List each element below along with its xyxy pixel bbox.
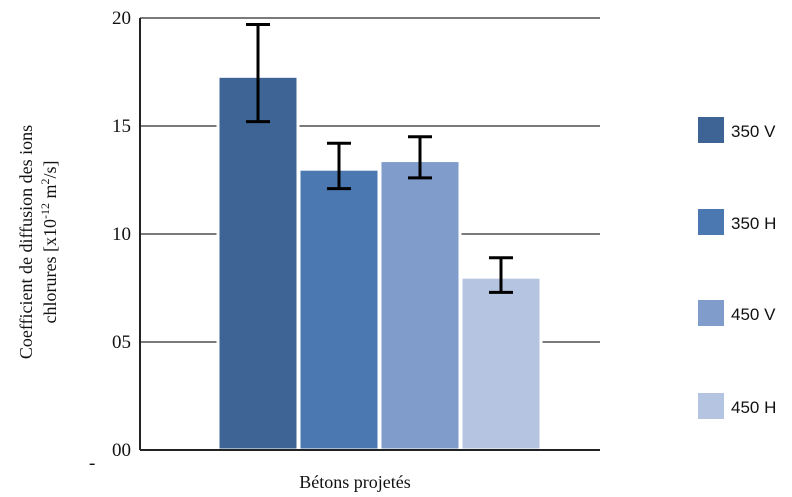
legend-label: 450 V [731,305,776,324]
y-tick-label: 20 [112,8,131,29]
error-bar [327,141,351,191]
legend: 350 V 350 H 450 V 450 H [698,117,776,419]
y-tick-labels: 00 05 10 15 20 [112,8,131,461]
legend-label: 350 V [731,122,776,141]
bar [297,167,381,452]
legend-entry: 350 V [698,117,776,143]
legend-label: 450 H [731,398,776,417]
error-bar [408,135,432,180]
legend-entry: 450 V [698,300,776,326]
legend-entry: 450 H [698,393,776,419]
y-axis-title-line2: chlorures [x10-12 m2/s] [38,161,60,324]
error-bar [246,22,270,124]
y-tick-label: 10 [112,224,131,245]
y-axis-title: Coefficient de diffusion des ions chloru… [16,125,60,359]
bars [216,74,543,452]
y-tick-label: 15 [112,116,131,137]
bar [216,74,300,452]
legend-label: 350 H [731,214,776,233]
error-bar [489,256,513,294]
legend-swatch [698,209,724,235]
legend-swatch [698,300,724,326]
y-tick-label: 05 [112,332,131,353]
error-bars [246,22,513,294]
legend-swatch [698,393,724,419]
legend-swatch [698,117,724,143]
bar [459,275,543,452]
bar [378,159,462,452]
axis-marker: - [89,453,95,474]
y-axis-title-line1: Coefficient de diffusion des ions [16,125,36,359]
legend-entry: 350 H [698,209,776,235]
x-axis-title: Bétons projetés [299,472,410,492]
y-tick-label: 00 [112,440,131,461]
